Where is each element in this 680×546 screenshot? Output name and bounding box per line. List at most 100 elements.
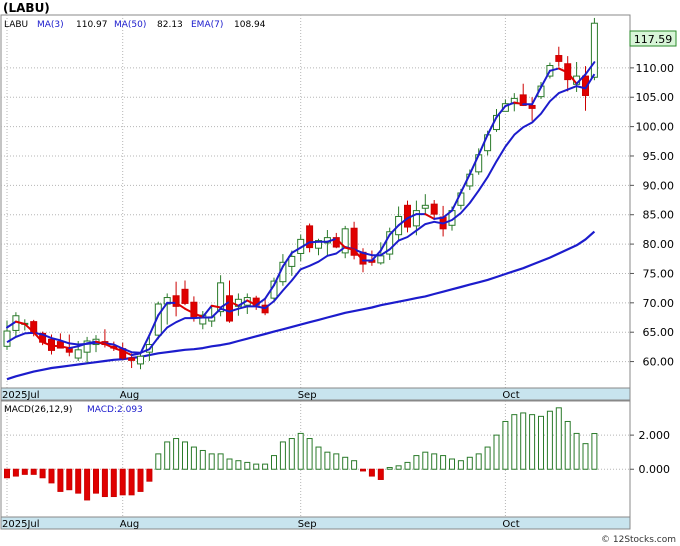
ma3-segment — [23, 322, 35, 334]
macd-bar — [422, 451, 429, 470]
ma3-segment — [406, 213, 418, 220]
candle-body — [430, 203, 438, 215]
ma3-segment — [459, 173, 471, 194]
macd-bar — [386, 467, 393, 470]
macd-bar — [315, 446, 322, 470]
macd-bar — [208, 453, 215, 470]
macd-bar — [48, 468, 55, 484]
ma3-segment — [95, 340, 106, 345]
macd-date-label: Oct — [502, 519, 519, 530]
price-gridlines — [1, 15, 630, 388]
ma3-segment — [326, 237, 338, 243]
macd-bar — [57, 468, 64, 492]
ma3-segment — [353, 248, 364, 262]
candle — [341, 225, 349, 259]
legend-ma50-label: MA(50) — [114, 20, 146, 30]
price-date-label: Aug — [120, 390, 140, 401]
macd-bar — [262, 463, 269, 470]
ma3-segment — [575, 73, 587, 85]
ma3-segment — [584, 61, 596, 76]
candle-body — [350, 227, 358, 256]
macd-bar — [253, 463, 260, 470]
macd-bar — [520, 412, 527, 470]
ma3-segment — [6, 320, 17, 329]
ma3-segment — [433, 216, 445, 220]
macd-bar — [217, 453, 224, 470]
price-tick-label: 85.00 — [643, 209, 675, 222]
macd-bar — [502, 420, 509, 470]
ma3-segment — [112, 347, 124, 352]
macd-bar — [582, 443, 589, 470]
ma3-segment — [344, 246, 356, 251]
candle-body — [519, 94, 527, 106]
candle-body — [56, 341, 64, 349]
macd-tick-label: 0.000 — [639, 463, 671, 476]
macd-axis-ticks: 2.000 0.000 — [630, 429, 670, 476]
macd-bar — [413, 455, 420, 470]
candle-body — [377, 255, 385, 264]
candle-body — [386, 231, 394, 255]
price-date-label: Sep — [298, 390, 317, 401]
macd-bar — [449, 458, 455, 470]
macd-bar — [324, 451, 331, 470]
candle — [199, 311, 207, 330]
ma3-segment — [424, 213, 436, 220]
macd-title: MACD(26,12,9) — [4, 405, 72, 415]
ma3-segment — [290, 246, 302, 254]
macd-date-label: 2025Jul — [2, 519, 40, 530]
macd-bar — [4, 468, 10, 479]
ma3-segment — [77, 342, 89, 348]
ma50-path — [6, 230, 596, 381]
candle — [288, 250, 296, 276]
candle — [590, 17, 598, 81]
ma3-segment — [255, 297, 267, 307]
ma3-segment — [157, 301, 169, 317]
candle-body — [199, 314, 207, 325]
macd-bar — [591, 433, 598, 470]
ma3-segment — [130, 352, 142, 357]
ma3-segment — [148, 314, 160, 337]
macd-value-label: MACD:2.093 — [87, 405, 143, 415]
price-tick-label: 60.00 — [643, 356, 675, 369]
candle-body — [555, 55, 563, 62]
price-tick-label: 90.00 — [643, 179, 675, 192]
macd-bar — [297, 432, 304, 470]
macd-bar — [377, 468, 384, 480]
candle-body — [137, 355, 144, 365]
candle-body — [217, 282, 225, 313]
ma3-segment — [388, 224, 400, 236]
macd-bar — [466, 456, 473, 470]
macd-bar — [119, 468, 126, 496]
macd-bar — [39, 468, 46, 479]
macd-bar — [30, 468, 37, 475]
macd-bar — [475, 453, 482, 470]
chart-title: (LABU) — [3, 1, 50, 15]
legend-ma3-label: MA(3) — [37, 20, 64, 30]
macd-bar — [573, 432, 580, 470]
candle-body — [528, 104, 536, 109]
macd-bar — [529, 414, 536, 470]
macd-bar — [279, 441, 286, 470]
ma3-segment — [379, 233, 391, 252]
macd-bar — [12, 468, 19, 477]
ma3-line — [6, 61, 596, 357]
ma3-segment — [68, 345, 80, 350]
price-date-axis-bar — [0, 387, 631, 401]
macd-bar — [288, 438, 295, 470]
macd-date-axis-bar — [0, 516, 631, 530]
candle — [528, 97, 536, 121]
macd-bar — [164, 441, 171, 470]
candle — [386, 227, 394, 260]
ma3-segment — [281, 251, 293, 268]
macd-bar — [440, 455, 447, 470]
ma3-segment — [557, 67, 569, 74]
macd-date-label: Aug — [120, 519, 140, 530]
price-tick-label: 65.00 — [643, 326, 675, 339]
candle-body — [83, 340, 91, 353]
candle — [306, 223, 314, 253]
macd-bar — [235, 460, 242, 470]
ma3-segment — [468, 153, 480, 176]
macd-legend: MACD(26,12,9) MACD:2.093 — [4, 405, 143, 415]
macd-bar — [271, 455, 277, 470]
price-tick-label: 95.00 — [643, 150, 675, 163]
